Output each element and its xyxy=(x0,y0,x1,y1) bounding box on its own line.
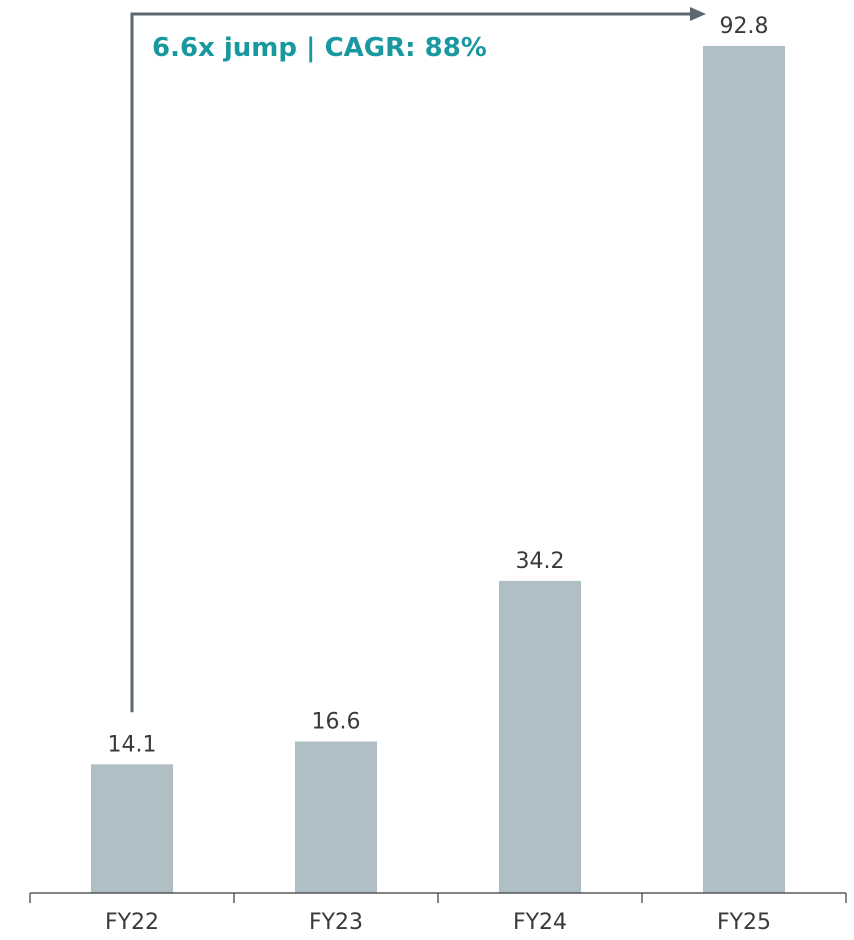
bar-value-labels: 14.1 16.6 34.2 92.8 xyxy=(108,14,769,757)
growth-annotation-text: 6.6x jump | CAGR: 88% xyxy=(152,33,487,63)
x-tick-label-fy23: FY23 xyxy=(309,910,363,935)
bar-value-label-fy23: 16.6 xyxy=(312,710,361,735)
bar-fy24 xyxy=(499,580,581,893)
x-tick-label-fy22: FY22 xyxy=(105,910,159,935)
bar-fy22 xyxy=(91,764,173,893)
bars-group xyxy=(91,46,785,893)
x-axis-tick-labels: FY22 FY23 FY24 FY25 xyxy=(105,910,771,935)
bar-fy23 xyxy=(295,741,377,893)
arrow-head-icon xyxy=(690,7,706,21)
bar-value-label-fy25: 92.8 xyxy=(720,14,769,39)
x-tick-label-fy25: FY25 xyxy=(717,910,771,935)
bar-fy25 xyxy=(703,46,785,893)
x-tick-label-fy24: FY24 xyxy=(513,910,567,935)
bar-value-label-fy22: 14.1 xyxy=(108,732,157,757)
growth-annotation: 6.6x jump | CAGR: 88% xyxy=(130,7,706,713)
x-axis-ticks xyxy=(29,893,847,903)
growth-arrow-line xyxy=(130,12,692,713)
bar-value-label-fy24: 34.2 xyxy=(516,549,565,574)
